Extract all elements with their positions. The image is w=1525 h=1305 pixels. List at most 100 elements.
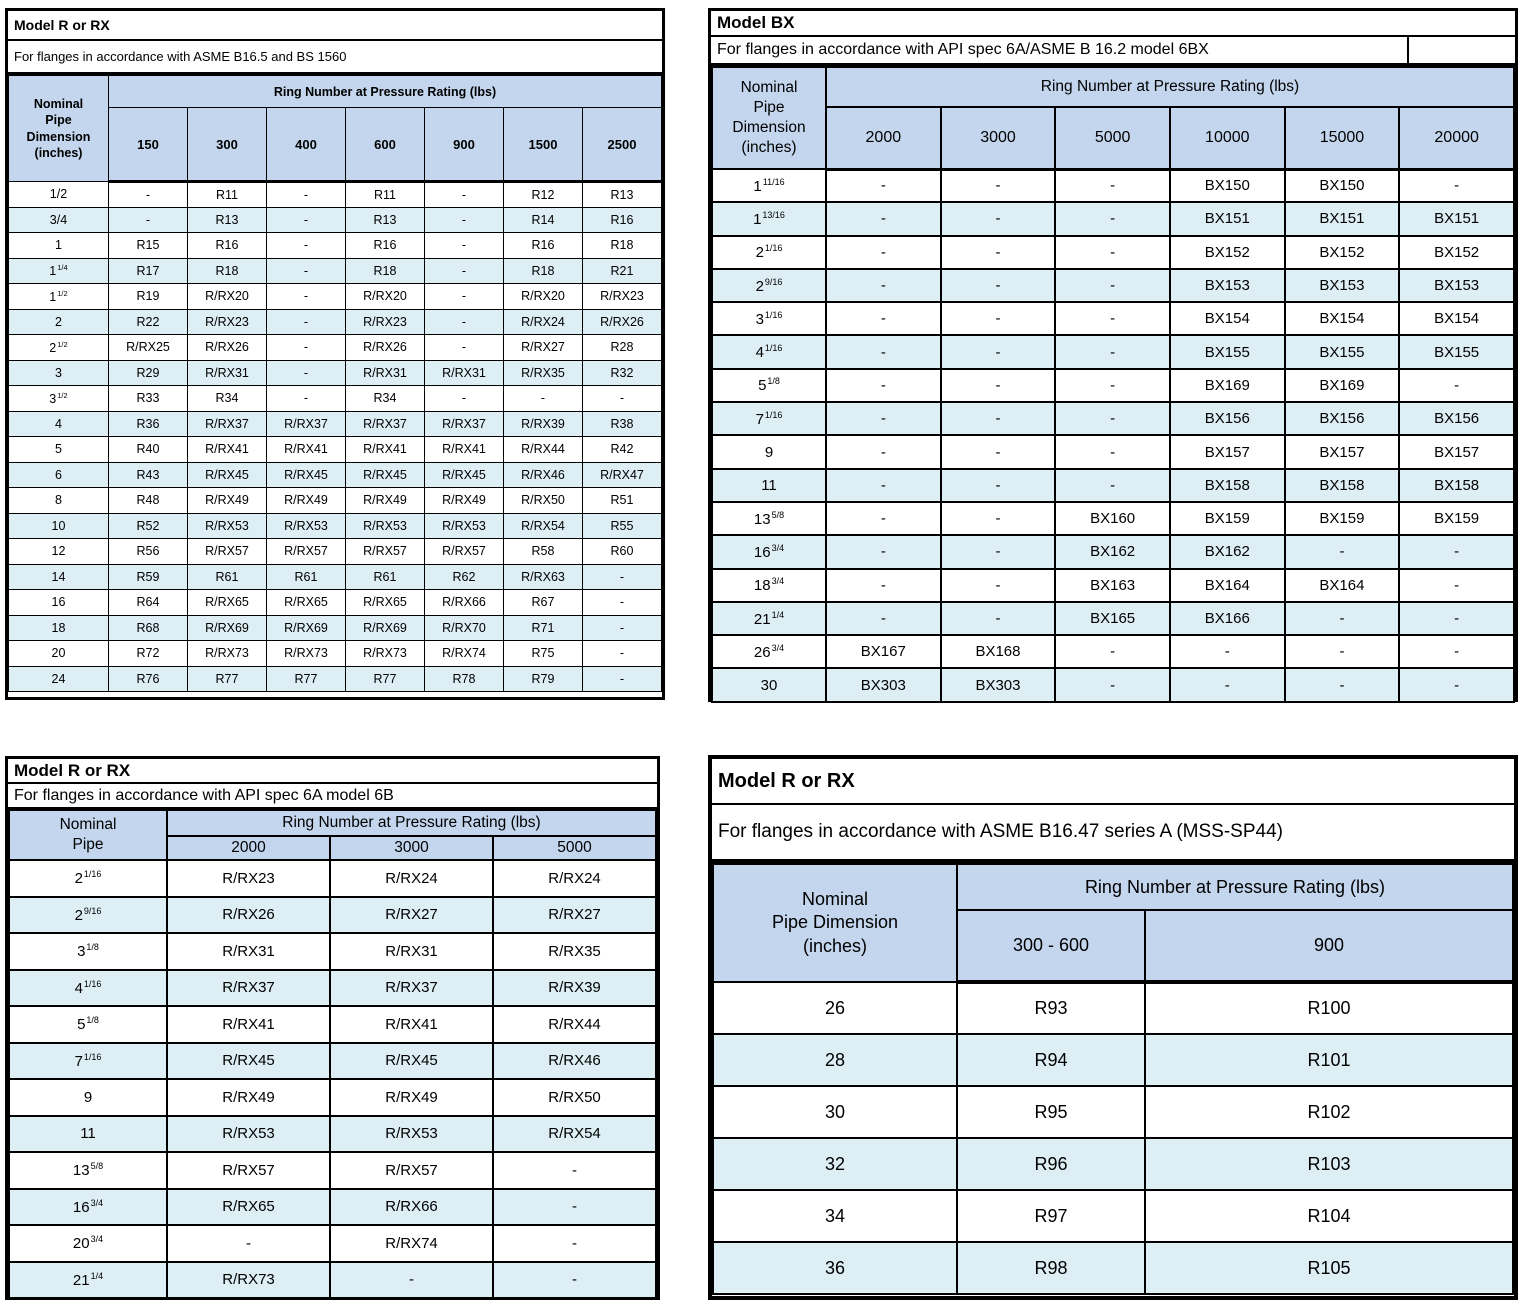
pipe-size: 34 [824,1205,846,1226]
ring-number-cell: R/RX41 [166,1005,331,1044]
ring-number-cell: R/RX35 [492,932,657,971]
pressure-rating-header: 5000 [492,835,657,861]
ring-number-cell: R96 [956,1137,1146,1191]
table-row: 18 R68 R/RX69 R/RX69 R/RX69 R/RX70 R71- [8,614,662,641]
ring-number-cell: BX158 [1398,467,1515,503]
ring-number-cell: R/RX37 [424,410,504,437]
table-header: Nominal Pipe Dimension (inches) Ring Numb… [711,66,1515,171]
ring-number-cell: R102 [1144,1085,1514,1139]
ring-number-cell: R/RX27 [492,895,657,934]
table-row: 31/2 R33 R34- R34- - - [8,385,662,412]
ring-number-cell: R/RX49 [187,487,267,514]
table-api-6bx: Model BX For flanges in accordance with … [708,8,1518,703]
pipe-size: 7 [755,410,764,428]
ring-number-cell: - [1168,634,1286,670]
table-row: 51/8 R/RX41 R/RX41 R/RX44 [8,1005,657,1044]
ring-number-cell: R32 [582,359,662,386]
ring-number-cell: - [424,308,504,335]
ring-number-cell: R21 [582,257,662,284]
table-row: 113/16- - - BX151 BX151 BX151 [711,201,1515,237]
pipe-size: 10 [51,518,66,533]
ring-number-cell: R105 [1144,1241,1514,1295]
pipe-dimension-cell: 21/16 [711,234,827,270]
table-body: 26 R93 R100 28 R94 R101 30 R95 R102 32 R96 R103 34 R9… [712,981,1514,1295]
ring-number-cell: R/RX45 [329,1041,494,1080]
pressure-rating-header: 1500 [503,107,583,183]
pipe-dimension-cell: 34 [712,1189,958,1243]
ring-number-cell: R12 [503,181,583,208]
ring-number-cell: BX157 [1283,434,1401,470]
table-row: 263/4 BX167 BX168- - - - [711,634,1515,670]
ring-number-cell: R/RX57 [266,538,346,565]
table-row: 41/16- - - BX155 BX155 BX155 [711,334,1515,370]
ring-number-cell: R64 [108,589,188,616]
pipe-dimension-cell: 9 [711,434,827,470]
ring-number-cell: R/RX57 [424,538,504,565]
ring-number-cell: R/RX54 [492,1114,657,1153]
pipe-dimension-cell: 16 [8,589,109,616]
ring-number-cell: - [424,334,504,361]
pipe-size: 1 [753,177,762,195]
ring-number-cell: - [1283,667,1401,703]
ring-number-cell: BX164 [1283,567,1401,603]
pipe-dimension-cell: 1 [8,232,109,259]
pipe-size: 8 [55,493,62,508]
ring-number-cell: R29 [108,359,188,386]
ring-number-cell: R/RX31 [345,359,425,386]
ring-number-cell: - [266,181,346,208]
pipe-size: 3/4 [49,212,68,227]
ring-number-cell: R/RX69 [266,614,346,641]
table-row: 51/8- - - BX169 BX169- [711,367,1515,404]
table-row: 1/2- R11- R11- R12 R13 [8,181,662,208]
ring-number-cell: R/RX46 [492,1041,657,1080]
ring-number-cell: - [825,167,942,204]
table-title: Model R or RX [8,11,662,41]
pipe-size: 3 [755,310,764,328]
ring-number-cell: R/RX65 [187,589,267,616]
ring-number-cell: R/RX65 [166,1187,331,1226]
table-row: 21/16 R/RX23 R/RX24 R/RX24 [8,859,657,898]
ring-number-cell: R/RX49 [345,487,425,514]
table-row: 5 R40 R/RX41 R/RX41 R/RX41 R/RX41 R/RX44 R42 [8,436,662,463]
ring-number-cell: R/RX26 [187,334,267,361]
pipe-size: 12 [51,544,66,559]
pressure-rating-header: 900 [424,107,504,183]
ring-number-cell: R18 [582,232,662,259]
ring-number-cell: BX156 [1398,401,1515,437]
ring-number-cell: BX160 [1054,500,1171,537]
table-row: 211/4 R/RX73- - [8,1260,657,1299]
ring-number-cell: - [939,334,1057,370]
table-title: Model R or RX [712,759,1514,805]
ring-number-cell: R/RX31 [166,932,331,971]
ring-number-cell: R/RX44 [503,436,583,463]
ring-number-cell: R/RX66 [329,1187,494,1226]
ring-number-cell: - [825,267,942,304]
pipe-size-fraction: 1/2 [57,339,68,349]
pipe-size-fraction: 3/4 [90,1197,104,1208]
ring-number-cell: R/RX41 [345,436,425,463]
ring-number-cell: R15 [108,232,188,259]
table-row: 32 R96 R103 [712,1137,1514,1191]
pipe-size-fraction: 3/4 [771,576,785,587]
pipe-dimension-header: Nominal Pipe Dimension (inches) [711,66,827,170]
ring-number-cell: R/RX53 [345,512,425,539]
ring-number-cell: R101 [1144,1033,1514,1087]
pressure-rating-header: 10000 [1168,106,1286,171]
ring-number-cell: - [1054,267,1171,304]
ring-number-cell: R38 [582,410,662,437]
ring-number-cell: - [1398,534,1515,570]
ring-number-cell: - [424,206,504,233]
ring-number-cell: BX165 [1054,600,1171,637]
pipe-dimension-cell: 163/4 [8,1187,168,1226]
pipe-size: 11 [80,1125,96,1143]
table-row: 24 R76 R77 R77 R77 R78 R79- [8,665,662,692]
ring-number-cell: R/RX53 [266,512,346,539]
pipe-size-fraction: 1/4 [90,1270,104,1281]
ring-number-cell: R16 [503,232,583,259]
ring-number-cell: BX155 [1398,334,1515,370]
ring-number-cell: BX169 [1283,367,1401,404]
pipe-dimension-cell: 29/16 [8,895,168,934]
pipe-size: 26 [824,997,846,1018]
pipe-dimension-cell: 41/16 [711,334,827,370]
ring-number-cell: R61 [187,563,267,590]
